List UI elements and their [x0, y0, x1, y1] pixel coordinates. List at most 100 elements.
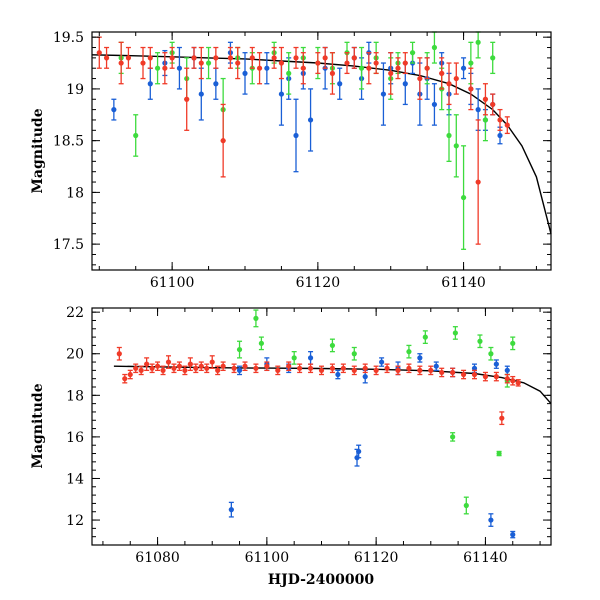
- data-marker: [307, 355, 314, 361]
- data-marker: [482, 374, 489, 380]
- top-red-point: [468, 67, 474, 111]
- bot-red-point: [187, 357, 193, 372]
- data-marker: [337, 81, 343, 87]
- top-blue-point: [111, 98, 117, 121]
- bot-red-point: [242, 361, 248, 372]
- bot-blue-point: [307, 351, 314, 365]
- data-marker: [409, 50, 416, 56]
- data-marker: [351, 55, 357, 61]
- data-marker: [176, 363, 183, 369]
- top-blue-point: [147, 67, 153, 100]
- data-marker: [307, 117, 314, 123]
- top-red-point: [213, 46, 219, 69]
- data-marker: [182, 367, 188, 373]
- bot-red-point: [198, 361, 204, 372]
- bottom-xlabel: HJD-2400000: [268, 572, 375, 588]
- data-marker: [138, 367, 144, 373]
- data-marker: [198, 91, 204, 97]
- data-marker: [504, 122, 510, 128]
- top-red-point: [140, 46, 146, 80]
- top-blue-point: [264, 52, 270, 85]
- data-marker: [504, 367, 510, 373]
- top-green-point: [490, 41, 496, 75]
- bot-red-point: [204, 363, 210, 374]
- data-marker: [510, 532, 516, 538]
- top-red-point: [278, 46, 285, 80]
- top-red-point: [147, 46, 153, 69]
- data-marker: [431, 101, 438, 108]
- data-marker: [475, 179, 481, 185]
- data-marker: [373, 60, 379, 66]
- data-marker: [209, 359, 215, 365]
- bot-blue-point: [379, 357, 385, 367]
- data-marker: [160, 367, 166, 373]
- data-marker: [433, 363, 439, 369]
- data-marker: [122, 376, 128, 382]
- top-red-point: [169, 46, 175, 69]
- top-green-point: [446, 108, 452, 162]
- bot-red-point: [471, 369, 478, 380]
- top-data-points: [96, 31, 510, 250]
- bot-red-point: [384, 363, 390, 374]
- top-red-point: [504, 116, 510, 135]
- data-marker: [147, 55, 153, 61]
- data-marker: [450, 369, 456, 376]
- bot-blue-point: [417, 353, 423, 363]
- data-marker: [504, 376, 510, 382]
- top-blue-point: [242, 52, 248, 95]
- data-marker: [446, 81, 452, 87]
- top-red-point: [118, 41, 124, 85]
- bot-red-point: [351, 365, 357, 376]
- data-marker: [154, 363, 161, 369]
- top-red-point: [475, 119, 481, 245]
- data-marker: [125, 55, 132, 61]
- bottom-axis-ticks: 61080 61100 61120 61140 12 14 16 18 20 22: [66, 305, 551, 566]
- bot-red-point: [362, 363, 368, 374]
- data-marker: [493, 361, 499, 367]
- data-marker: [193, 365, 199, 371]
- data-marker: [493, 374, 499, 380]
- data-marker: [428, 367, 434, 373]
- data-marker: [460, 194, 467, 201]
- data-marker: [475, 107, 481, 113]
- data-marker: [176, 65, 183, 71]
- bot-green-point: [450, 432, 456, 442]
- data-marker: [256, 65, 263, 71]
- top-green-point: [205, 46, 212, 80]
- data-marker: [460, 371, 467, 378]
- data-marker: [510, 378, 516, 384]
- data-marker: [118, 60, 124, 66]
- top-red-point: [315, 52, 321, 75]
- data-marker: [133, 365, 139, 371]
- top-red-point: [439, 57, 445, 90]
- y-tick-label: 22: [66, 305, 84, 321]
- top-green-point: [460, 145, 467, 250]
- top-red-point: [329, 52, 336, 95]
- data-marker: [482, 96, 489, 102]
- data-marker: [236, 367, 243, 373]
- data-marker: [116, 351, 122, 357]
- x-tick-label: 61100: [150, 275, 195, 291]
- data-marker: [468, 60, 474, 66]
- data-marker: [490, 55, 496, 61]
- bot-red-point: [439, 367, 445, 378]
- data-marker: [215, 367, 221, 373]
- data-marker: [388, 70, 394, 76]
- y-tick-label: 17.5: [53, 237, 84, 253]
- top-red-point: [293, 46, 299, 69]
- bot-green-point: [463, 496, 469, 515]
- data-marker: [422, 334, 428, 340]
- data-marker: [253, 315, 259, 321]
- x-tick-label: 61140: [463, 550, 508, 566]
- bot-blue-point: [510, 530, 516, 539]
- data-marker: [362, 374, 368, 380]
- bot-red-point: [209, 355, 215, 369]
- data-marker: [475, 39, 481, 45]
- data-marker: [213, 81, 219, 87]
- data-marker: [242, 363, 248, 369]
- data-marker: [488, 351, 494, 357]
- bot-red-point: [160, 365, 166, 376]
- bot-red-point: [340, 363, 346, 374]
- bot-green-point: [496, 450, 502, 457]
- top-green-point: [286, 52, 292, 95]
